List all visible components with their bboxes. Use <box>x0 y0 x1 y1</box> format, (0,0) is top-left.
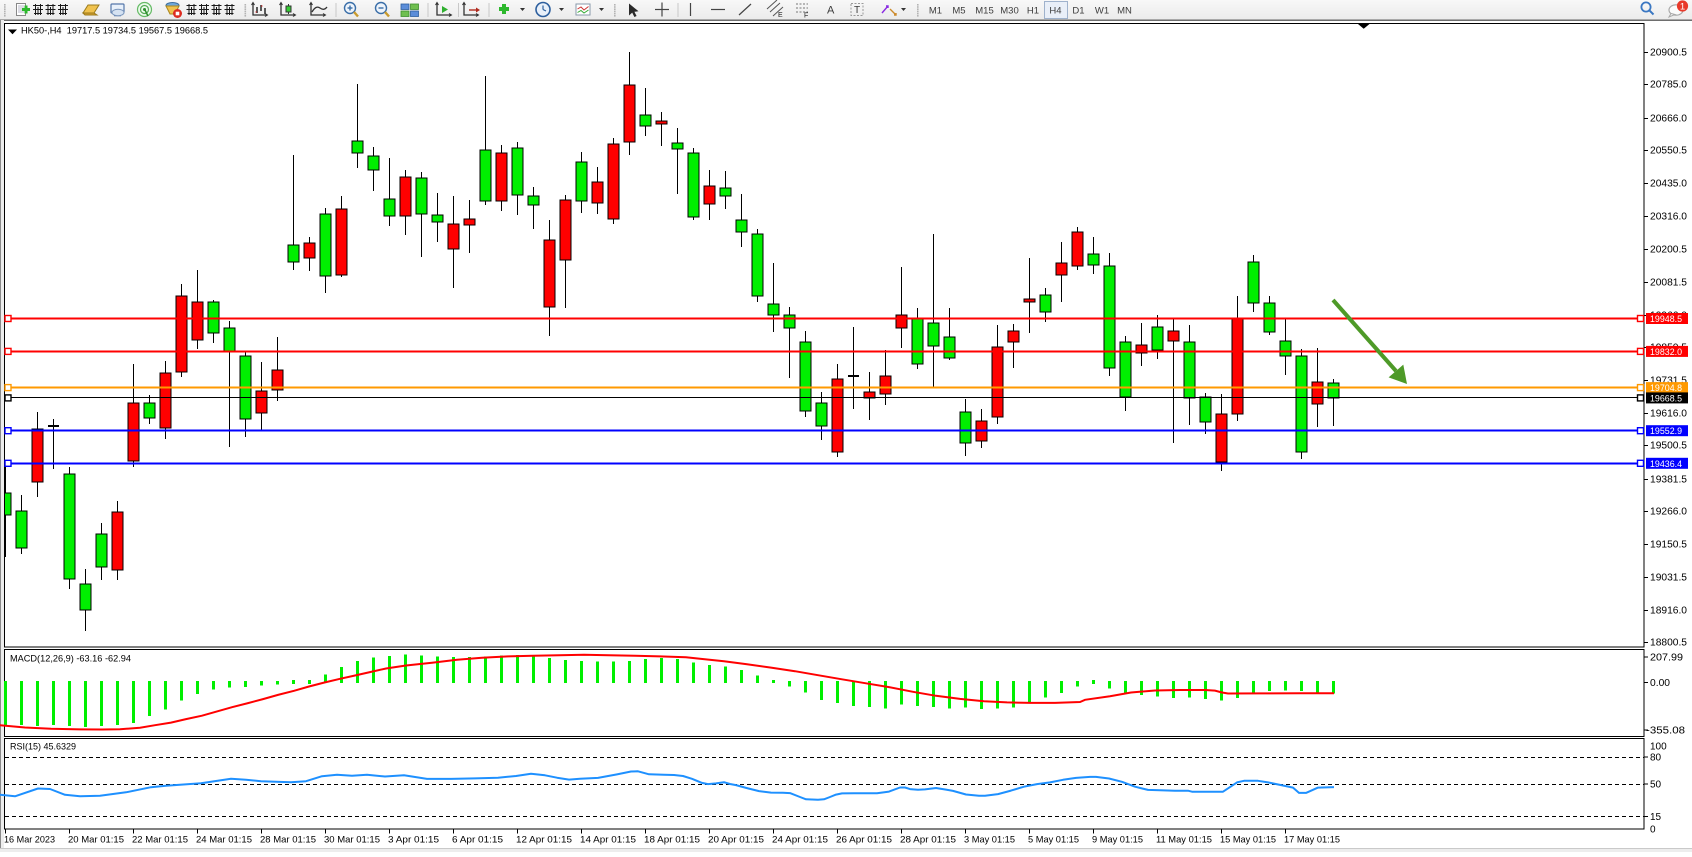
svg-text:12 Apr 01:15: 12 Apr 01:15 <box>516 835 572 846</box>
svg-text:W1: W1 <box>1095 6 1109 17</box>
svg-text:19150.5: 19150.5 <box>1650 540 1687 551</box>
svg-text:M30: M30 <box>1000 6 1018 17</box>
svg-text:T: T <box>854 5 860 16</box>
svg-text:20316.0: 20316.0 <box>1650 212 1687 223</box>
svg-text:F: F <box>804 13 808 20</box>
svg-text:100: 100 <box>1650 742 1667 753</box>
svg-text:19552.9: 19552.9 <box>1650 426 1682 437</box>
svg-text:19381.5: 19381.5 <box>1650 475 1687 486</box>
svg-text:20200.5: 20200.5 <box>1650 245 1687 256</box>
svg-text:0.00: 0.00 <box>1650 678 1670 689</box>
svg-text:MACD(12,26,9) -63.16 -62.94: MACD(12,26,9) -63.16 -62.94 <box>10 654 131 665</box>
svg-text:19266.0: 19266.0 <box>1650 507 1687 518</box>
svg-text:18916.0: 18916.0 <box>1650 606 1687 617</box>
svg-text:11 May 01:15: 11 May 01:15 <box>1156 835 1212 846</box>
svg-text:22 Mar 01:15: 22 Mar 01:15 <box>132 835 188 846</box>
svg-text:28 Mar 01:15: 28 Mar 01:15 <box>260 835 316 846</box>
svg-text:3 May 01:15: 3 May 01:15 <box>964 835 1015 846</box>
svg-text:30 Mar 01:15: 30 Mar 01:15 <box>324 835 380 846</box>
svg-text:20 Mar 01:15: 20 Mar 01:15 <box>68 835 124 846</box>
svg-text:19668.5: 19668.5 <box>1650 393 1682 404</box>
svg-text:20550.5: 20550.5 <box>1650 146 1687 157</box>
svg-text:14 Apr 01:15: 14 Apr 01:15 <box>580 835 636 846</box>
svg-text:19948.5: 19948.5 <box>1650 314 1682 325</box>
svg-text:M15: M15 <box>975 6 993 17</box>
svg-text:HK50-,H4 19717.5 19734.5 1956: HK50-,H4 19717.5 19734.5 19567.5 19668.5 <box>21 26 208 37</box>
svg-text:D1: D1 <box>1072 6 1084 17</box>
svg-text:20900.5: 20900.5 <box>1650 48 1687 59</box>
svg-text:24 Apr 01:15: 24 Apr 01:15 <box>772 835 828 846</box>
svg-text:19500.5: 19500.5 <box>1650 441 1687 452</box>
svg-text:0: 0 <box>1650 825 1656 836</box>
svg-text:E: E <box>778 12 783 19</box>
svg-text:H4: H4 <box>1049 6 1061 17</box>
svg-text:16 Mar 2023: 16 Mar 2023 <box>4 835 55 846</box>
svg-text:20 Apr 01:15: 20 Apr 01:15 <box>708 835 764 846</box>
svg-text:19704.8: 19704.8 <box>1650 383 1682 394</box>
svg-text:M5: M5 <box>952 6 965 17</box>
svg-text:M1: M1 <box>929 6 942 17</box>
svg-text:26 Apr 01:15: 26 Apr 01:15 <box>836 835 892 846</box>
svg-text:1: 1 <box>1680 2 1685 13</box>
svg-text:15: 15 <box>1650 812 1662 823</box>
svg-text:RSI(15) 45.6329: RSI(15) 45.6329 <box>10 742 76 753</box>
svg-text:5 May 01:15: 5 May 01:15 <box>1028 835 1079 846</box>
svg-text:20435.0: 20435.0 <box>1650 179 1687 190</box>
svg-text:24 Mar 01:15: 24 Mar 01:15 <box>196 835 252 846</box>
svg-text:18800.5: 18800.5 <box>1650 638 1687 649</box>
svg-text:9 May 01:15: 9 May 01:15 <box>1092 835 1143 846</box>
svg-text:A: A <box>827 5 835 17</box>
svg-text:15 May 01:15: 15 May 01:15 <box>1220 835 1276 846</box>
svg-text:17 May 01:15: 17 May 01:15 <box>1284 835 1340 846</box>
svg-text:19436.4: 19436.4 <box>1650 459 1682 470</box>
svg-text:19832.0: 19832.0 <box>1650 347 1682 358</box>
svg-text:MN: MN <box>1117 6 1132 17</box>
svg-text:20081.5: 20081.5 <box>1650 278 1687 289</box>
svg-text:18 Apr 01:15: 18 Apr 01:15 <box>644 835 700 846</box>
svg-text:6 Apr 01:15: 6 Apr 01:15 <box>452 835 503 846</box>
svg-text:H1: H1 <box>1027 6 1039 17</box>
svg-text:19616.0: 19616.0 <box>1650 409 1687 420</box>
svg-text:19731.5: 19731.5 <box>1650 376 1687 387</box>
svg-text:207.99: 207.99 <box>1650 653 1683 664</box>
svg-text:19031.5: 19031.5 <box>1650 573 1687 584</box>
svg-text:20785.0: 20785.0 <box>1650 80 1687 91</box>
svg-text:20666.0: 20666.0 <box>1650 114 1687 125</box>
svg-text:-355.08: -355.08 <box>1646 726 1685 737</box>
svg-text:3 Apr 01:15: 3 Apr 01:15 <box>388 835 439 846</box>
svg-text:28 Apr 01:15: 28 Apr 01:15 <box>900 835 956 846</box>
svg-text:80: 80 <box>1650 753 1662 764</box>
svg-text:50: 50 <box>1650 780 1662 791</box>
